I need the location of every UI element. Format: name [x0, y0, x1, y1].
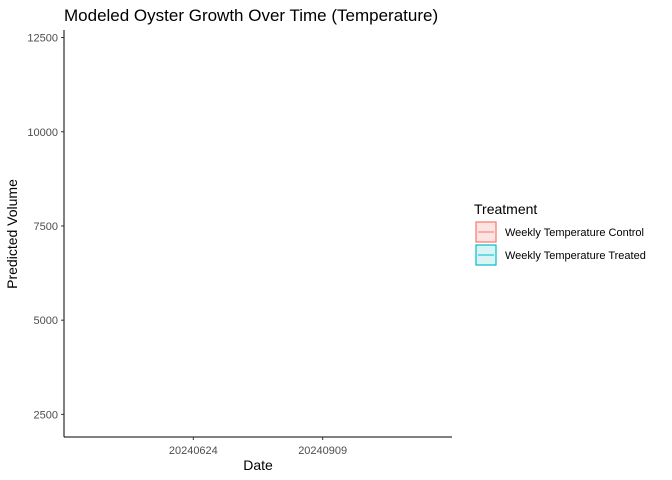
legend-label: Weekly Temperature Control	[505, 227, 644, 239]
x-tick-label: 20240624	[169, 445, 218, 457]
legend: Treatment Weekly Temperature Control Week…	[474, 201, 646, 266]
y-axis: 2500 5000 7500 10000 12500	[27, 30, 65, 437]
legend-title: Treatment	[474, 201, 537, 217]
y-tick-label: 12500	[27, 33, 58, 45]
chart-title: Modeled Oyster Growth Over Time (Tempera…	[64, 6, 438, 25]
legend-entry: Weekly Temperature Treated	[475, 244, 646, 266]
legend-entry: Weekly Temperature Control	[475, 221, 644, 243]
legend-label: Weekly Temperature Treated	[505, 250, 646, 262]
x-axis-title: Date	[243, 457, 273, 473]
y-tick-label: 10000	[27, 127, 58, 139]
y-tick-label: 5000	[34, 315, 58, 327]
y-axis-title: Predicted Volume	[4, 179, 20, 289]
y-tick-label: 2500	[34, 409, 58, 421]
y-tick-label: 7500	[34, 221, 58, 233]
x-tick-label: 20240909	[298, 445, 347, 457]
x-axis: 20240624 20240909	[64, 436, 452, 457]
